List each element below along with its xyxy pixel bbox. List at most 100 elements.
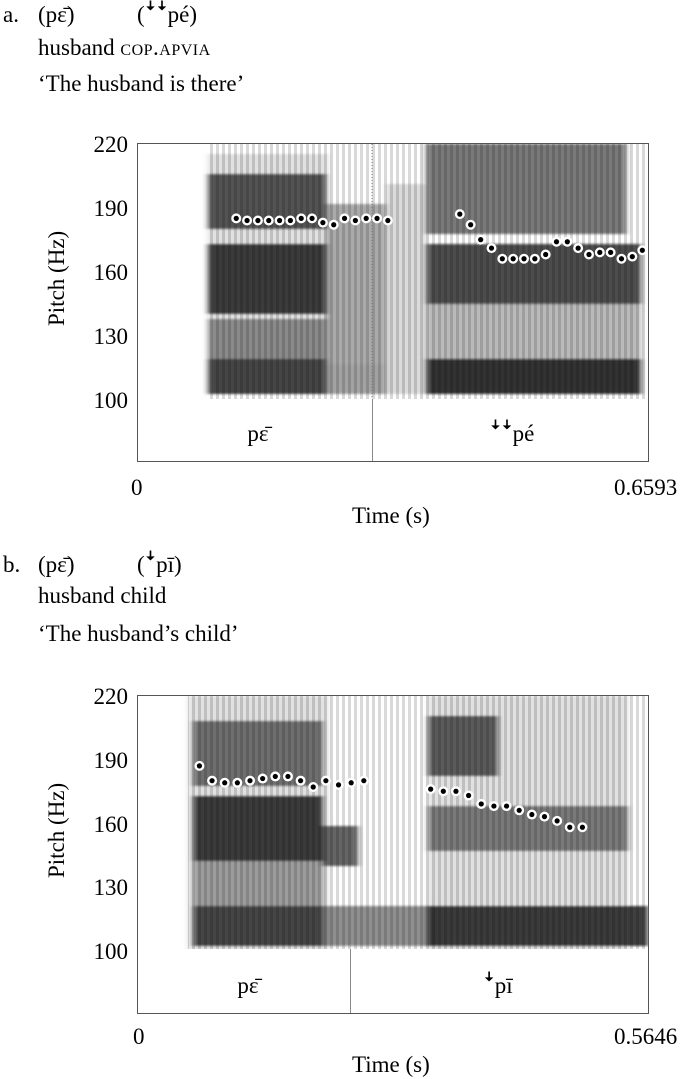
x-start-label: 0	[131, 475, 143, 500]
pitch-point-core	[491, 803, 497, 809]
pitch-point-core	[209, 778, 215, 784]
x-start-label: 0	[133, 1024, 145, 1049]
pitch-point-core	[335, 782, 342, 788]
pitch-point-core	[440, 788, 446, 794]
pitch-point-core	[629, 254, 635, 260]
pitch-point-core	[260, 775, 266, 782]
y-tick-label: 220	[93, 132, 129, 157]
x-end-label: 0.6593	[614, 475, 678, 500]
pitch-point-core	[428, 786, 434, 792]
pitch-track-svg	[188, 696, 648, 950]
y-tick-label: 190	[93, 748, 129, 773]
tier-label-2: ꜜꜜpé	[489, 421, 535, 446]
pitch-point-core	[597, 249, 603, 255]
pitch-point-core	[567, 824, 573, 830]
spectrogram-panel	[137, 143, 649, 400]
tier-label-1: pɛ̄	[247, 421, 269, 446]
pitch-point-core	[276, 217, 283, 224]
y-tick-label: 160	[93, 260, 129, 285]
pitch-point-core	[297, 778, 304, 784]
pitch-point-core	[320, 220, 326, 226]
gloss-line: husband child	[38, 584, 166, 607]
y-axis-label: Pitch (Hz)	[44, 782, 69, 878]
pitch-point-core	[532, 256, 538, 262]
y-tick-label: 100	[93, 388, 129, 413]
pitch-point-core	[255, 217, 261, 224]
pitch-point-core	[553, 239, 560, 245]
y-tick-label: 130	[93, 875, 129, 900]
gloss-plain: husband	[38, 35, 115, 60]
example-a: a. (pɛ̄) (ꜜꜜpé) husband cop.apvia ‘The h…	[0, 0, 685, 530]
y-tick-label: 160	[93, 812, 129, 837]
y-tick-label: 190	[93, 196, 129, 221]
text-grid-tier: pɛ̄ ꜜꜜpé	[137, 399, 649, 462]
x-end-label: 0.5646	[614, 1024, 678, 1049]
pitch-point-core	[608, 249, 614, 255]
pitch-point-core	[331, 222, 337, 228]
tier-boundary	[350, 949, 351, 1013]
y-tick-label: 220	[93, 684, 129, 709]
example-b: b. (pɛ̄) (ꜜpī) husband child ‘The husban…	[0, 550, 685, 1079]
pitch-point-core	[374, 215, 380, 221]
pitch-point-core	[234, 780, 240, 786]
pitch-point-core	[466, 792, 472, 799]
pitch-point-core	[453, 788, 459, 794]
pitch-point-core	[510, 256, 516, 262]
pitch-point-core	[499, 256, 505, 262]
pitch-point-core	[348, 780, 354, 786]
pitch-point-core	[618, 256, 625, 262]
y-axis-label: Pitch (Hz)	[44, 230, 69, 326]
gloss-line: husband cop.apvia	[38, 36, 211, 59]
pitch-point-core	[639, 247, 645, 253]
pitch-point-core	[488, 245, 495, 251]
pitch-point-core	[352, 217, 358, 224]
pitch-point-core	[272, 773, 278, 780]
pitch-point-core	[478, 237, 484, 243]
pitch-point-core	[503, 803, 510, 809]
pitch-point-core	[323, 778, 329, 784]
translation: ‘The husband is there’	[38, 71, 245, 96]
pitch-point-core	[516, 807, 522, 813]
pitch-point-core	[521, 256, 527, 262]
pitch-point-core	[586, 251, 592, 258]
tier-boundary	[372, 399, 373, 461]
pitch-point-core	[222, 780, 228, 786]
pitch-point-core	[457, 211, 463, 217]
pitch-point-core	[385, 217, 391, 224]
example-letter: b.	[3, 552, 21, 577]
text-grid-tier: pɛ̄ ꜜpī	[137, 949, 649, 1014]
pitch-point-core	[341, 215, 348, 221]
pitch-point-core	[575, 245, 581, 251]
word-1: (pɛ̄)	[38, 2, 75, 27]
pitch-point-core	[529, 811, 535, 818]
pitch-point-core	[363, 215, 369, 221]
pitch-point-core	[285, 773, 291, 780]
pitch-point-core	[554, 818, 560, 824]
pitch-points	[194, 760, 588, 833]
pitch-point-core	[541, 814, 548, 820]
tier-label-2: ꜜpī	[483, 973, 513, 998]
pitch-point-core	[564, 239, 570, 245]
x-axis-label: Time (s)	[352, 503, 430, 528]
pitch-point-core	[468, 222, 474, 228]
pitch-point-core	[579, 824, 586, 830]
gloss-plain: husband child	[38, 583, 167, 608]
pitch-point-core	[310, 784, 316, 790]
y-tick-label: 100	[93, 939, 129, 964]
pitch-point-core	[543, 251, 549, 258]
pitch-point-core	[309, 215, 315, 221]
translation: ‘The husband’s child’	[38, 621, 239, 646]
tier-label-1: pɛ̄	[237, 973, 259, 998]
pitch-point-core	[244, 217, 250, 224]
pitch-point-core	[478, 801, 484, 807]
pitch-track-svg	[208, 144, 648, 399]
pitch-point-core	[287, 217, 293, 224]
example-letter: a.	[3, 2, 19, 27]
pitch-point-core	[247, 778, 253, 784]
pitch-point-core	[298, 215, 304, 221]
x-axis-label: Time (s)	[352, 1052, 430, 1077]
pitch-point-core	[196, 763, 203, 769]
word-2: (ꜜpī)	[137, 552, 182, 577]
word-1: (pɛ̄)	[38, 552, 75, 577]
pitch-point-core	[266, 217, 272, 224]
